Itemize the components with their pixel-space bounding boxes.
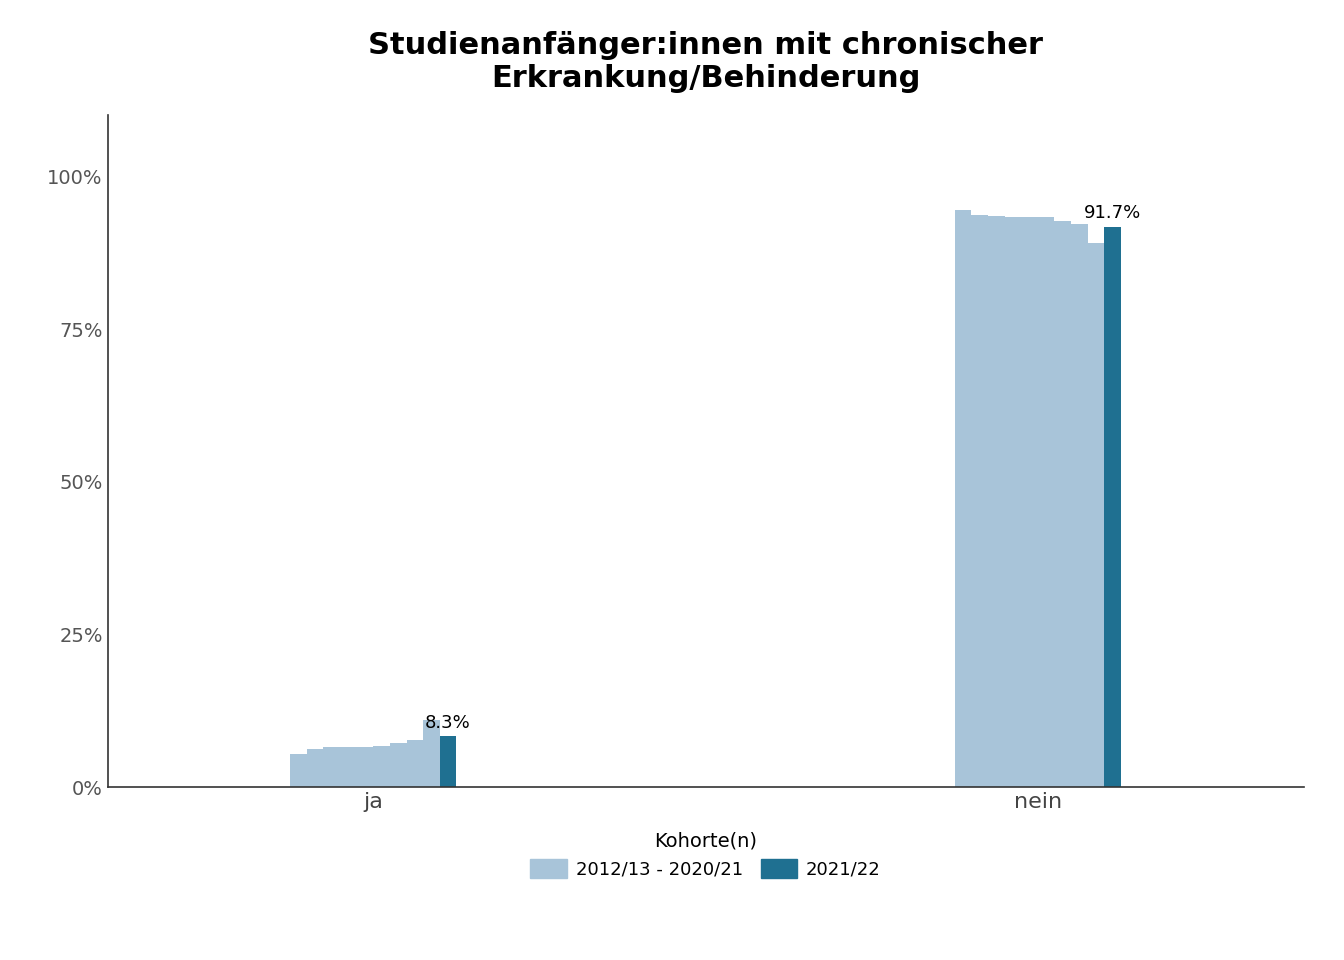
Text: 8.3%: 8.3% <box>425 713 470 732</box>
Bar <box>1021 217 1038 787</box>
Bar <box>340 747 356 787</box>
Bar <box>439 736 457 787</box>
Bar <box>324 748 340 787</box>
Text: 91.7%: 91.7% <box>1085 204 1141 222</box>
Title: Studienanfänger:innen mit chronischer
Erkrankung/Behinderung: Studienanfänger:innen mit chronischer Er… <box>368 31 1043 93</box>
Bar <box>407 739 423 787</box>
Bar <box>423 720 439 787</box>
Bar <box>374 746 390 787</box>
Bar <box>1071 224 1087 787</box>
Bar <box>290 754 306 787</box>
Bar <box>1004 217 1021 787</box>
Bar <box>1087 244 1105 787</box>
Bar <box>1055 221 1071 787</box>
Bar <box>390 743 407 787</box>
Bar <box>1105 227 1121 787</box>
Bar <box>972 215 988 787</box>
Bar <box>306 749 324 787</box>
Bar <box>1038 217 1055 787</box>
Bar <box>954 210 972 787</box>
Legend: 2012/13 - 2020/21, 2021/22: 2012/13 - 2020/21, 2021/22 <box>523 824 888 886</box>
Bar <box>356 747 374 787</box>
Bar <box>988 216 1004 787</box>
